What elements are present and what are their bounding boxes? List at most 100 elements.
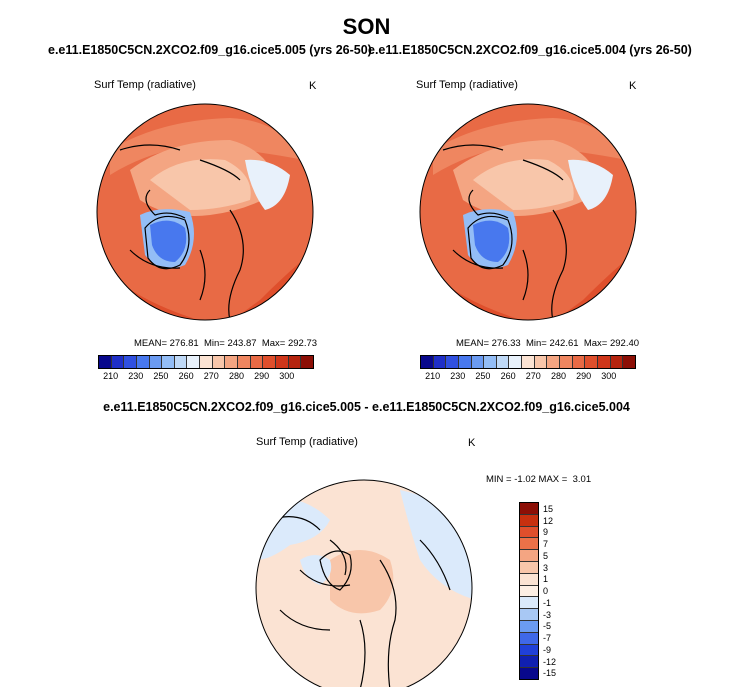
diff-colorbar-swatch: [520, 550, 538, 562]
right-max-value: 292.40: [609, 338, 640, 349]
right-colorbar-tick-label: 260: [500, 371, 516, 381]
diff-variable-label: Surf Temp (radiative): [256, 436, 358, 448]
right-colorbar-ticks: 210 230 250 260 270 280 290 300: [420, 371, 634, 383]
left-colorbar-tick-label: 260: [178, 371, 194, 381]
left-min-label: Min=: [203, 338, 225, 349]
diff-colorbar-tick-label: -1: [543, 597, 552, 608]
left-colorbar-tick-label: 270: [203, 371, 219, 381]
diff-units-label: K: [468, 437, 476, 449]
left-case-header: e.e11.E1850C5CN.2XCO2.f09_g16.cice5.005 …: [48, 43, 372, 57]
difference-title: e.e11.E1850C5CN.2XCO2.f09_g16.cice5.005 …: [103, 400, 630, 414]
right-variable-label: Surf Temp (radiative): [416, 79, 518, 91]
diff-colorbar-swatch: [520, 656, 538, 669]
diff-colorbar-tick-label: 9: [543, 527, 549, 538]
right-units-label: K: [629, 80, 637, 92]
left-colorbar-swatch: [225, 356, 239, 368]
left-colorbar-swatch: [187, 356, 201, 368]
right-colorbar-swatch: [509, 356, 523, 368]
diff-colorbar-swatch: [520, 503, 538, 515]
left-colorbar-tick-label: 210: [103, 371, 119, 381]
left-colorbar-tick-label: 230: [128, 371, 144, 381]
right-stats: MEAN= 276.33 Min= 242.61 Max= 292.40: [456, 338, 639, 349]
left-min-value: 243.87: [227, 338, 257, 349]
diff-colorbar-swatch: [520, 609, 538, 621]
diff-colorbar-swatch: [520, 538, 538, 551]
diff-max-label: MAX =: [538, 474, 568, 485]
diff-colorbar-tick-label: -5: [543, 621, 552, 632]
left-colorbar-swatch: [250, 356, 264, 368]
left-colorbar: [98, 355, 314, 369]
left-colorbar-swatch: [136, 356, 150, 368]
right-case-header: e.e11.E1850C5CN.2XCO2.f09_g16.cice5.004 …: [368, 43, 692, 57]
diff-min-value: -1.02: [514, 474, 536, 485]
right-colorbar-tick-label: 250: [475, 371, 491, 381]
left-colorbar-swatch: [301, 356, 313, 368]
right-colorbar-swatch: [433, 356, 447, 368]
diff-colorbar-swatch: [520, 514, 538, 527]
diff-colorbar-tick-label: 0: [543, 586, 549, 597]
diff-colorbar-swatch: [520, 632, 538, 645]
diff-colorbar-swatch: [520, 526, 538, 539]
diff-colorbar-swatch: [520, 620, 538, 633]
right-colorbar-swatch: [534, 356, 548, 368]
left-colorbar-swatch: [149, 356, 163, 368]
left-colorbar-ticks: 210 230 250 260 270 280 290 300: [98, 371, 312, 383]
diff-colorbar-swatch: [520, 561, 538, 574]
right-colorbar-swatch: [522, 356, 535, 368]
left-colorbar-swatch: [124, 356, 137, 368]
diff-colorbar-tick-label: 5: [543, 550, 549, 561]
diff-colorbar-tick-label: 1: [543, 574, 549, 585]
right-colorbar-tick-label: 270: [525, 371, 541, 381]
diff-stats: MIN = -1.02 MAX = 3.01: [486, 474, 591, 485]
diff-colorbar-swatch: [520, 585, 538, 598]
diff-colorbar-tick-label: -12: [543, 656, 557, 667]
left-colorbar-swatch: [288, 356, 302, 368]
right-colorbar-tick-label: 290: [576, 371, 592, 381]
right-colorbar-swatch: [458, 356, 472, 368]
diff-colorbar-tick-label: 15: [543, 504, 554, 514]
left-colorbar-swatch: [263, 356, 276, 368]
right-colorbar-swatch: [421, 356, 434, 368]
right-min-value: 242.61: [549, 338, 579, 349]
diff-colorbar-tick-label: 12: [543, 515, 554, 526]
left-colorbar-swatch: [111, 356, 125, 368]
right-colorbar-swatch: [623, 356, 635, 368]
right-colorbar-swatch: [585, 356, 598, 368]
diff-colorbar-tick-label: -15: [543, 668, 557, 679]
diff-max-value: 3.01: [572, 474, 592, 485]
left-variable-label: Surf Temp (radiative): [94, 79, 196, 91]
right-colorbar-tick-label: 210: [425, 371, 441, 381]
diff-colorbar-tick-label: 7: [543, 539, 549, 550]
right-colorbar-tick-label: 300: [601, 371, 617, 381]
left-stats: MEAN= 276.81 Min= 243.87 Max= 292.73: [134, 338, 317, 349]
right-colorbar: [420, 355, 636, 369]
diff-colorbar-swatch: [520, 644, 538, 657]
left-mean-label: MEAN=: [134, 338, 167, 349]
figure-title: SON: [342, 14, 391, 39]
right-colorbar-swatch: [446, 356, 459, 368]
right-colorbar-swatch: [560, 356, 573, 368]
right-colorbar-tick-label: 230: [450, 371, 466, 381]
diff-colorbar-tick-label: -7: [543, 633, 552, 644]
right-mean-label: MEAN=: [456, 338, 489, 349]
left-colorbar-tick-label: 300: [279, 371, 295, 381]
left-colorbar-swatch: [238, 356, 251, 368]
right-colorbar-swatch: [610, 356, 624, 368]
diff-colorbar-swatch: [520, 573, 538, 586]
diff-colorbar-swatch: [520, 597, 538, 610]
diff-min-label: MIN =: [486, 474, 512, 485]
right-min-label: Min=: [525, 338, 547, 349]
left-colorbar-swatch: [275, 356, 289, 368]
left-colorbar-swatch: [162, 356, 175, 368]
right-colorbar-swatch: [597, 356, 611, 368]
diff-colorbar-swatch: [520, 668, 538, 679]
left-colorbar-swatch: [200, 356, 213, 368]
left-colorbar-swatch: [212, 356, 226, 368]
left-colorbar-swatch: [174, 356, 188, 368]
diff-colorbar: [519, 502, 539, 680]
left-colorbar-tick-label: 280: [228, 371, 244, 381]
right-max-label: Max=: [583, 338, 608, 349]
right-colorbar-swatch: [471, 356, 485, 368]
left-max-value: 292.73: [287, 338, 318, 349]
